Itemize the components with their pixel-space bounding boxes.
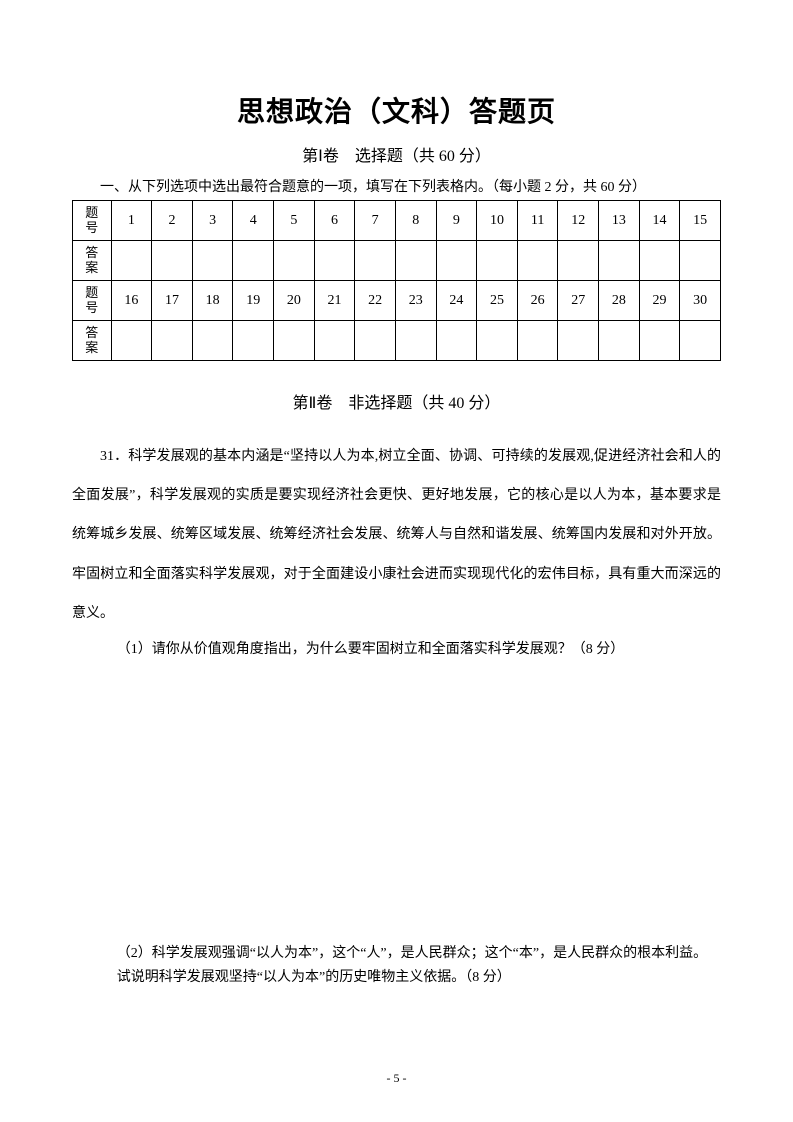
table-cell: 11: [517, 201, 558, 241]
question-31: 31．科学发展观的基本内涵是“坚持以人为本,树立全面、协调、可持续的发展观,促进…: [72, 437, 721, 633]
table-cell: 25: [477, 281, 518, 321]
label-answer-1: 答案: [73, 241, 112, 281]
table-cell[interactable]: [152, 241, 193, 281]
table-cell[interactable]: [355, 321, 396, 361]
table-cell[interactable]: [558, 321, 599, 361]
answer-table: 题号 1 2 3 4 5 6 7 8 9 10 11 12 13 14 15 答…: [72, 200, 721, 361]
table-cell: 22: [355, 281, 396, 321]
table-cell[interactable]: [355, 241, 396, 281]
table-cell: 23: [395, 281, 436, 321]
page-number: - 5 -: [0, 1071, 793, 1086]
table-row: 答案: [73, 241, 721, 281]
q31-sub2-wrapper: （2）科学发展观强调“以人为本”，这个“人”，是人民群众；这个“本”，是人民群众…: [72, 942, 721, 990]
section1-heading: 第Ⅰ卷 选择题（共 60 分）: [72, 142, 721, 166]
table-cell[interactable]: [274, 241, 315, 281]
table-cell[interactable]: [477, 321, 518, 361]
table-cell: 2: [152, 201, 193, 241]
table-cell[interactable]: [436, 241, 477, 281]
table-cell: 21: [314, 281, 355, 321]
table-cell: 5: [274, 201, 315, 241]
table-cell[interactable]: [314, 321, 355, 361]
table-cell: 20: [274, 281, 315, 321]
table-cell[interactable]: [192, 241, 233, 281]
table-cell[interactable]: [436, 321, 477, 361]
table-cell[interactable]: [517, 241, 558, 281]
table-cell: 9: [436, 201, 477, 241]
table-cell[interactable]: [395, 321, 436, 361]
table-cell: 27: [558, 281, 599, 321]
label-answer-2: 答案: [73, 321, 112, 361]
section2-heading: 第Ⅱ卷 非选择题（共 40 分）: [72, 389, 721, 413]
label-question-2: 题号: [73, 281, 112, 321]
table-cell: 6: [314, 201, 355, 241]
table-row: 题号 16 17 18 19 20 21 22 23 24 25 26 27 2…: [73, 281, 721, 321]
table-cell[interactable]: [314, 241, 355, 281]
table-cell[interactable]: [274, 321, 315, 361]
table-cell: 10: [477, 201, 518, 241]
table-cell: 3: [192, 201, 233, 241]
q31-sub2: （2）科学发展观强调“以人为本”，这个“人”，是人民群众；这个“本”，是人民群众…: [72, 942, 721, 990]
table-cell: 19: [233, 281, 274, 321]
table-cell[interactable]: [111, 241, 152, 281]
q31-sub1: （1）请你从价值观角度指出，为什么要牢固树立和全面落实科学发展观？（8 分）: [72, 637, 721, 662]
table-cell[interactable]: [395, 241, 436, 281]
table-cell: 8: [395, 201, 436, 241]
table-cell: 24: [436, 281, 477, 321]
table-row: 答案: [73, 321, 721, 361]
table-cell: 18: [192, 281, 233, 321]
table-cell: 17: [152, 281, 193, 321]
table-cell: 14: [639, 201, 680, 241]
page-title: 思想政治（文科）答题页: [72, 90, 721, 130]
table-cell[interactable]: [111, 321, 152, 361]
table-cell: 7: [355, 201, 396, 241]
table-row: 题号 1 2 3 4 5 6 7 8 9 10 11 12 13 14 15: [73, 201, 721, 241]
table-cell[interactable]: [639, 321, 680, 361]
label-question-1: 题号: [73, 201, 112, 241]
table-cell: 15: [680, 201, 721, 241]
table-cell[interactable]: [152, 321, 193, 361]
table-cell: 29: [639, 281, 680, 321]
table-cell[interactable]: [558, 241, 599, 281]
q31-intro: 31．科学发展观的基本内涵是“坚持以人为本,树立全面、协调、可持续的发展观,促进…: [72, 437, 721, 633]
table-cell: 12: [558, 201, 599, 241]
table-cell[interactable]: [599, 241, 640, 281]
table-cell[interactable]: [639, 241, 680, 281]
table-cell[interactable]: [477, 241, 518, 281]
table-cell[interactable]: [599, 321, 640, 361]
table-cell: 16: [111, 281, 152, 321]
table-cell[interactable]: [233, 241, 274, 281]
section1-instruction: 一、从下列选项中选出最符合题意的一项，填写在下列表格内。（每小题 2 分，共 6…: [72, 176, 721, 196]
table-cell: 30: [680, 281, 721, 321]
table-cell[interactable]: [517, 321, 558, 361]
table-cell: 4: [233, 201, 274, 241]
table-cell: 28: [599, 281, 640, 321]
table-cell[interactable]: [680, 321, 721, 361]
table-cell[interactable]: [233, 321, 274, 361]
table-cell: 26: [517, 281, 558, 321]
table-cell: 1: [111, 201, 152, 241]
table-cell: 13: [599, 201, 640, 241]
table-cell[interactable]: [680, 241, 721, 281]
table-cell[interactable]: [192, 321, 233, 361]
